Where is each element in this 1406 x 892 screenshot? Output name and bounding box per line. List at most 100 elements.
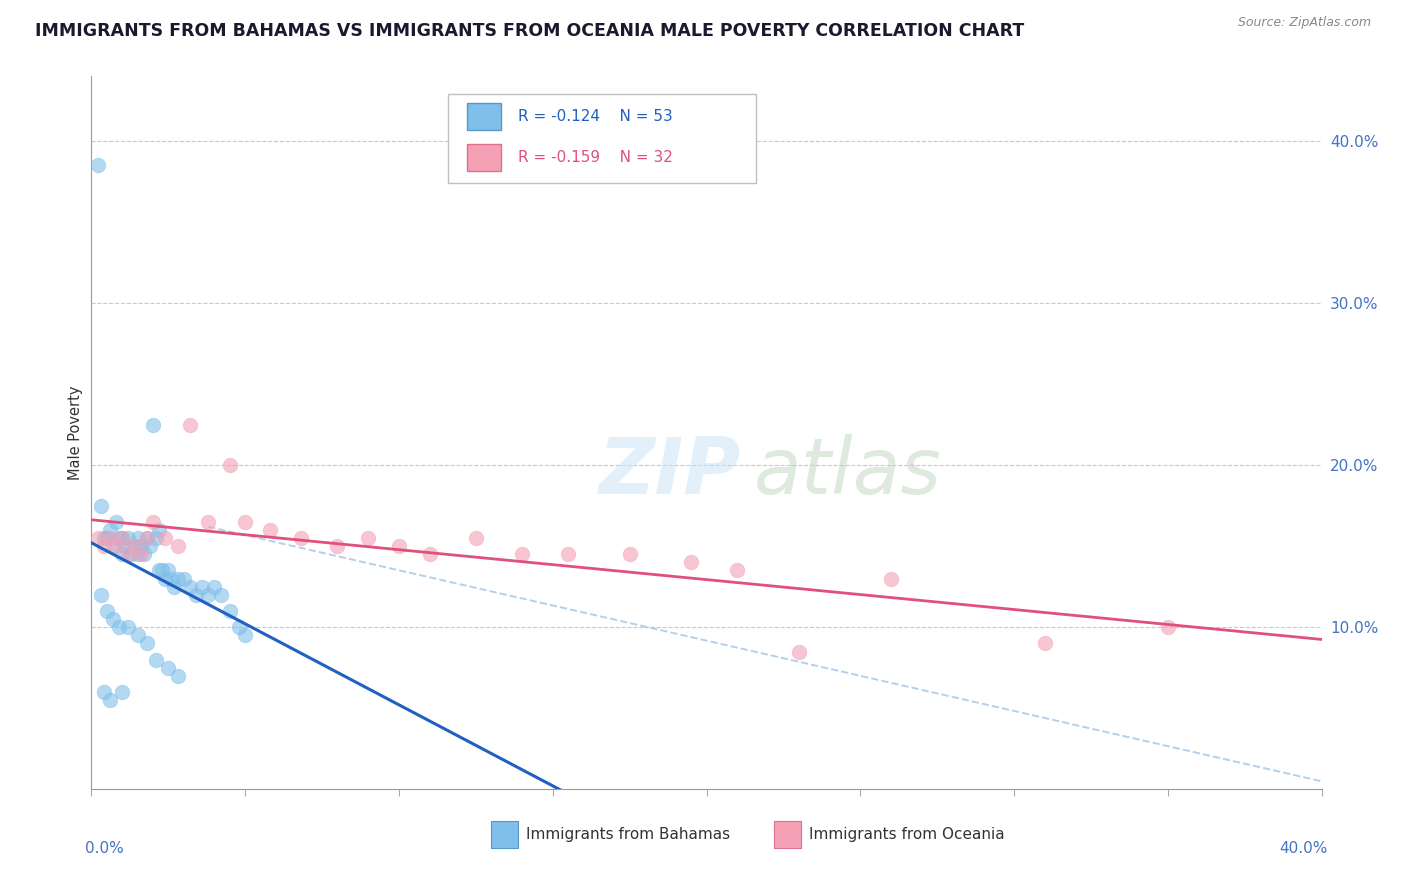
- Text: Immigrants from Bahamas: Immigrants from Bahamas: [526, 827, 730, 842]
- Point: [135, 636, 157, 650]
- FancyBboxPatch shape: [467, 103, 501, 129]
- Point: [228, 620, 250, 634]
- FancyBboxPatch shape: [775, 821, 801, 848]
- Point: [681, 555, 703, 569]
- Point: [218, 604, 240, 618]
- Point: [117, 531, 139, 545]
- FancyBboxPatch shape: [467, 144, 501, 170]
- Point: [153, 572, 177, 586]
- Point: [135, 531, 157, 545]
- Point: [111, 531, 134, 545]
- Point: [1157, 620, 1180, 634]
- Point: [464, 531, 486, 545]
- Point: [191, 580, 214, 594]
- Point: [96, 604, 118, 618]
- Text: 40.0%: 40.0%: [1279, 841, 1327, 855]
- Point: [179, 580, 201, 594]
- Point: [124, 539, 146, 553]
- Point: [124, 539, 146, 553]
- Point: [101, 612, 124, 626]
- Text: 0.0%: 0.0%: [86, 841, 124, 855]
- Point: [725, 564, 748, 578]
- Point: [114, 539, 136, 553]
- Point: [101, 539, 124, 553]
- Point: [787, 644, 810, 658]
- Point: [86, 158, 108, 172]
- Point: [202, 580, 225, 594]
- Point: [145, 531, 167, 545]
- Point: [150, 564, 173, 578]
- Point: [1033, 636, 1056, 650]
- Point: [98, 523, 121, 537]
- Text: Source: ZipAtlas.com: Source: ZipAtlas.com: [1237, 16, 1371, 29]
- Point: [153, 531, 177, 545]
- Point: [132, 547, 155, 561]
- Point: [111, 685, 134, 699]
- Point: [326, 539, 349, 553]
- Point: [259, 523, 281, 537]
- Point: [880, 572, 903, 586]
- Text: R = -0.159    N = 32: R = -0.159 N = 32: [519, 150, 673, 165]
- Point: [142, 515, 165, 529]
- Point: [197, 588, 219, 602]
- Point: [120, 547, 142, 561]
- FancyBboxPatch shape: [491, 821, 519, 848]
- Point: [357, 531, 380, 545]
- Point: [127, 531, 149, 545]
- Point: [209, 588, 232, 602]
- Point: [129, 539, 152, 553]
- Point: [93, 531, 115, 545]
- Text: R = -0.124    N = 53: R = -0.124 N = 53: [519, 109, 673, 124]
- Point: [197, 515, 219, 529]
- Point: [98, 531, 121, 545]
- Text: atlas: atlas: [754, 434, 942, 510]
- Point: [117, 620, 139, 634]
- Point: [129, 547, 152, 561]
- Point: [111, 531, 134, 545]
- Point: [166, 669, 188, 683]
- Text: ZIP: ZIP: [599, 434, 741, 510]
- Point: [148, 564, 170, 578]
- Point: [163, 580, 186, 594]
- Point: [166, 572, 188, 586]
- Point: [157, 661, 180, 675]
- Point: [233, 628, 256, 642]
- Point: [135, 531, 157, 545]
- Point: [290, 531, 312, 545]
- Point: [145, 653, 167, 667]
- Point: [388, 539, 411, 553]
- Point: [127, 547, 149, 561]
- Point: [105, 539, 127, 553]
- Point: [218, 458, 240, 472]
- Point: [173, 572, 195, 586]
- Point: [160, 572, 183, 586]
- Point: [93, 539, 115, 553]
- Y-axis label: Male Poverty: Male Poverty: [67, 385, 83, 480]
- Point: [619, 547, 641, 561]
- FancyBboxPatch shape: [449, 94, 756, 183]
- Text: IMMIGRANTS FROM BAHAMAS VS IMMIGRANTS FROM OCEANIA MALE POVERTY CORRELATION CHAR: IMMIGRANTS FROM BAHAMAS VS IMMIGRANTS FR…: [35, 22, 1025, 40]
- Point: [90, 499, 112, 513]
- Point: [142, 417, 165, 432]
- Point: [419, 547, 441, 561]
- Point: [139, 539, 162, 553]
- Point: [90, 588, 112, 602]
- Point: [105, 515, 127, 529]
- Point: [108, 531, 131, 545]
- Point: [93, 685, 115, 699]
- Point: [127, 628, 149, 642]
- Point: [96, 531, 118, 545]
- Point: [510, 547, 533, 561]
- Point: [98, 693, 121, 707]
- Point: [111, 547, 134, 561]
- Point: [108, 620, 131, 634]
- Point: [117, 547, 139, 561]
- Point: [557, 547, 579, 561]
- Point: [166, 539, 188, 553]
- Text: Immigrants from Oceania: Immigrants from Oceania: [808, 827, 1004, 842]
- Point: [184, 588, 207, 602]
- Point: [86, 531, 108, 545]
- Point: [179, 417, 201, 432]
- Point: [148, 523, 170, 537]
- Point: [157, 564, 180, 578]
